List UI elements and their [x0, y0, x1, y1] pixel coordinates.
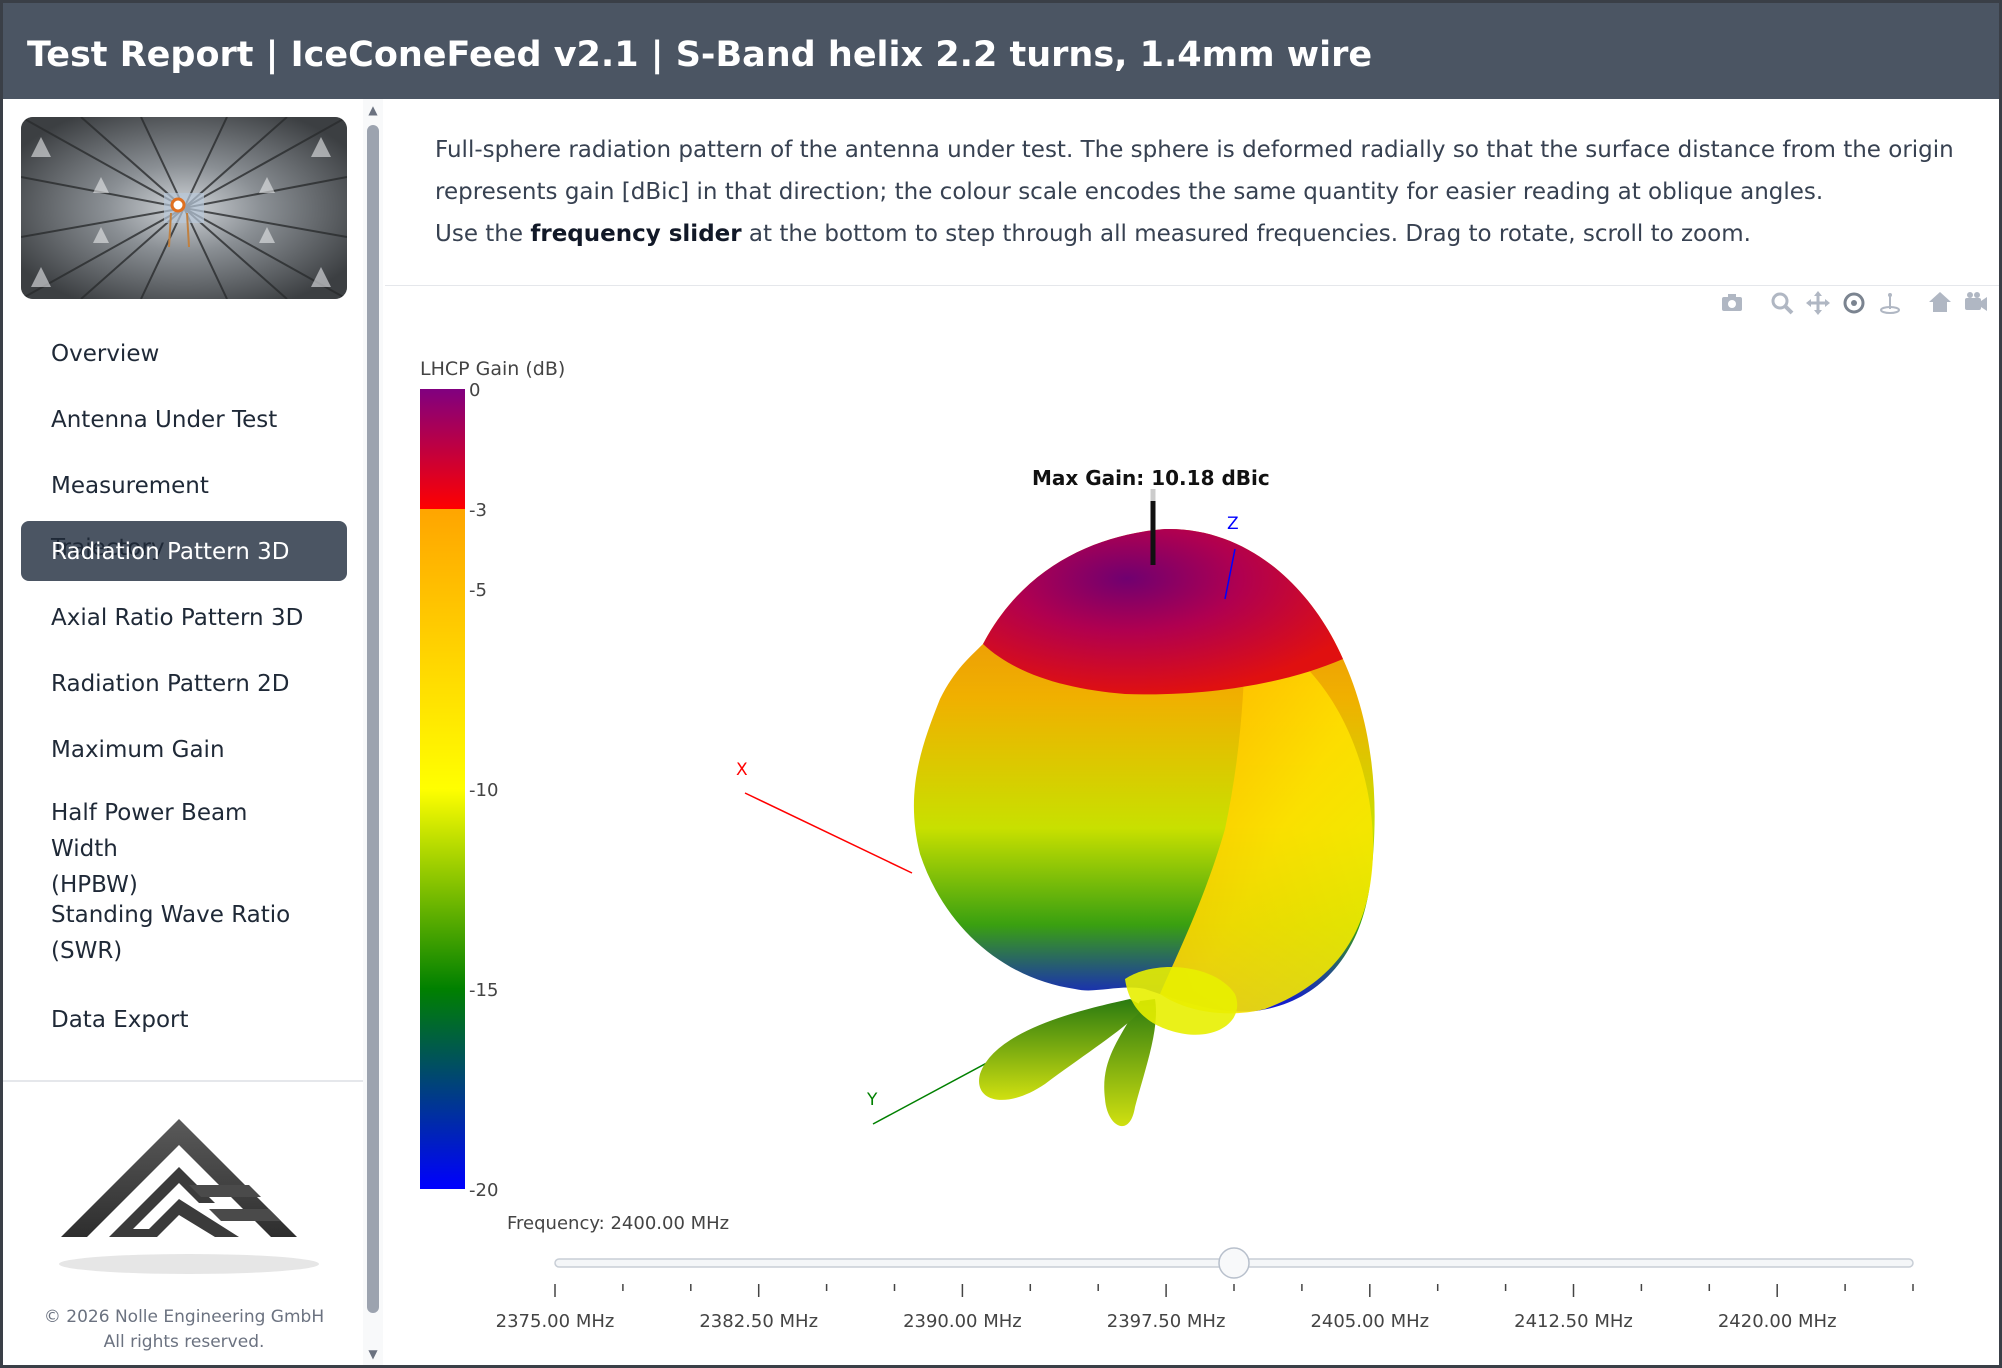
nav-item-label: Overview — [51, 341, 160, 367]
slider-tick-label: 2397.50 MHz — [1107, 1311, 1226, 1332]
header-bar: Test Report | IceConeFeed v2.1 | S-Band … — [3, 3, 1999, 99]
colorbar-tick-label: -20 — [469, 1180, 498, 1201]
nav-item-label-line2: (SWR) — [51, 938, 123, 964]
nav-item-radiation-pattern-2d[interactable]: Radiation Pattern 2D — [21, 653, 347, 713]
orbit-rotate-icon[interactable] — [1839, 291, 1869, 319]
description-paragraph-2: Use the frequency slider at the bottom t… — [435, 213, 1975, 255]
nav-item-overview[interactable]: Overview — [21, 323, 347, 383]
back-lobe-bottom — [1104, 999, 1156, 1127]
slider-tick-label: 2412.50 MHz — [1514, 1311, 1633, 1332]
turntable-rotate-icon[interactable] — [1875, 291, 1905, 319]
nav-item-label: Data Export — [51, 1007, 189, 1033]
x-axis-label: X — [736, 760, 748, 780]
colorbar-tick-label: 0 — [469, 380, 480, 401]
pan-icon[interactable] — [1803, 291, 1833, 319]
max-gain-label: Max Gain: 10.18 dBic — [1032, 466, 1270, 490]
colorbar-tick-label: -3 — [469, 500, 487, 521]
nav-item-label-line2: (HPBW) — [51, 872, 138, 898]
colorbar-title: LHCP Gain (dB) — [420, 358, 565, 380]
plot-modebar — [1717, 291, 1991, 319]
x-axis-line — [744, 792, 913, 874]
main-lobe-cap — [983, 528, 1343, 695]
nav-item-label: Antenna Under Test — [51, 407, 278, 433]
nav-item-hpbw[interactable]: Half Power Beam Width (HPBW) — [21, 785, 347, 898]
z-axis-line — [1224, 548, 1236, 600]
rights-text: All rights reserved. — [103, 1332, 265, 1352]
nav-item-axial-ratio-pattern-3d[interactable]: Axial Ratio Pattern 3D — [21, 587, 347, 647]
y-axis-label: Y — [866, 1090, 878, 1110]
description-text: Use the — [435, 221, 531, 247]
frequency-slider-label: Frequency: 2400.00 MHz — [507, 1213, 729, 1234]
main-lobe-bulge — [1125, 967, 1238, 1035]
anechoic-chamber-image — [21, 117, 347, 299]
company-logo — [39, 1109, 339, 1279]
z-axis-label: Z — [1227, 514, 1239, 534]
nav-item-label: Radiation Pattern 3D — [51, 539, 290, 565]
description-text: at the bottom to step through all measur… — [741, 221, 1751, 247]
nav-item-label: Axial Ratio Pattern 3D — [51, 605, 304, 631]
nav-item-label: Standing Wave Ratio — [51, 902, 291, 928]
copyright-text: © 2026 Nolle Engineering GmbH — [43, 1307, 325, 1327]
nav-item-label: Half Power Beam Width — [51, 800, 248, 862]
scroll-down-arrow-icon[interactable]: ▼ — [368, 1347, 378, 1361]
colorbar-ticks: 0 -3 -5 -10 -15 -20 — [469, 380, 498, 1201]
colorbar-tick-label: -5 — [469, 580, 487, 601]
nav-item-label: Maximum Gain — [51, 737, 225, 763]
colorbar — [420, 389, 465, 1189]
description-bold-text: frequency slider — [530, 221, 742, 247]
nav-item-label: Radiation Pattern 2D — [51, 671, 290, 697]
radiation-pattern-3d-plot[interactable]: LHCP Gain (dB) 0 -3 -5 -10 -15 -20 X Y Max Ga… — [385, 339, 1999, 1359]
main-lobe-right-side — [1160, 629, 1374, 1014]
sidebar-scrollbar[interactable]: ▲ ▼ — [363, 99, 383, 1365]
colorbar-tick-label: -15 — [469, 980, 498, 1001]
page-title: Test Report | IceConeFeed v2.1 | S-Band … — [27, 35, 1373, 75]
camera-view-icon[interactable] — [1961, 291, 1991, 319]
plot-svg[interactable]: LHCP Gain (dB) 0 -3 -5 -10 -15 -20 X Y Max Ga… — [385, 339, 1999, 1359]
sidebar-nav: Overview Antenna Under Test Measurement … — [21, 323, 347, 1055]
scroll-up-arrow-icon[interactable]: ▲ — [368, 103, 378, 117]
home-icon[interactable] — [1925, 291, 1955, 319]
sidebar: Overview Antenna Under Test Measurement … — [3, 99, 383, 1365]
nav-item-measurement-trajectory[interactable]: Measurement Trajectory — [21, 455, 347, 561]
scrollbar-thumb[interactable] — [367, 125, 379, 1313]
description: Full-sphere radiation pattern of the ant… — [435, 129, 1975, 255]
nav-item-data-export[interactable]: Data Export — [21, 989, 347, 1049]
slider-tick-label: 2405.00 MHz — [1310, 1311, 1429, 1332]
frequency-slider-handle[interactable] — [1218, 1247, 1250, 1279]
slider-tick-label: 2390.00 MHz — [903, 1311, 1022, 1332]
back-lobe-left — [979, 999, 1145, 1100]
nav-item-swr[interactable]: Standing Wave Ratio (SWR) — [21, 887, 347, 983]
nav-item-antenna-under-test[interactable]: Antenna Under Test — [21, 389, 347, 449]
content-divider — [385, 285, 1999, 286]
nav-item-radiation-pattern-3d[interactable]: Radiation Pattern 3D — [21, 521, 347, 581]
nav-item-maximum-gain[interactable]: Maximum Gain — [21, 719, 347, 779]
slider-tick-label: 2382.50 MHz — [699, 1311, 818, 1332]
main-content: Full-sphere radiation pattern of the ant… — [385, 99, 1999, 1365]
frequency-slider-ticks: 2375.00 MHz 2382.50 MHz 2390.00 MHz 2397.50… — [496, 1284, 1914, 1332]
slider-tick-label: 2375.00 MHz — [496, 1311, 615, 1332]
slider-tick-label: 2420.00 MHz — [1718, 1311, 1837, 1332]
colorbar-tick-label: -10 — [469, 780, 498, 801]
camera-icon[interactable] — [1717, 291, 1747, 319]
description-paragraph-1: Full-sphere radiation pattern of the ant… — [435, 137, 1954, 205]
sidebar-divider — [3, 1080, 365, 1082]
zoom-icon[interactable] — [1767, 291, 1797, 319]
